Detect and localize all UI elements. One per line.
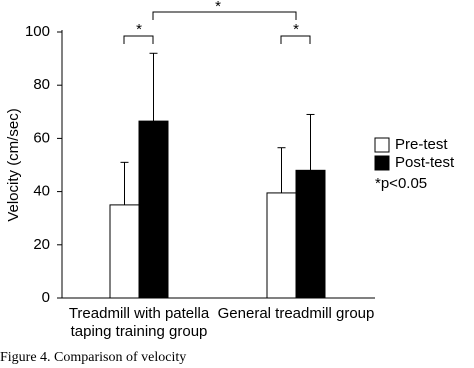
bar [138,120,169,299]
bracket [123,35,154,44]
x-tick-label: General treadmill group [217,305,375,322]
y-tick-label: 20 [33,236,50,253]
y-tick-label: 60 [33,129,50,146]
y-tick-label: 40 [33,183,50,200]
legend-label: Pre-test [395,136,448,153]
legend-swatch [374,155,390,171]
y-tick-label: 0 [42,289,50,306]
bracket [280,35,311,44]
annotation: * [293,21,299,38]
annotation: * [215,0,221,15]
legend-swatch [374,137,390,153]
x-tick-label: Treadmill with patella taping training g… [68,305,210,340]
bar [266,192,297,299]
annotation: * [136,21,142,38]
y-tick-label: 80 [33,76,50,93]
caption: Figure 4. Comparison of velocity [0,350,187,365]
y-axis-label: Velocity (cm/sec) [5,108,22,221]
bracket [152,11,297,20]
bar [109,204,140,299]
legend-label: Post-test [395,154,455,171]
y-tick-label: 100 [25,23,50,40]
note: *p<0.05 [375,175,427,192]
bar [295,169,326,299]
